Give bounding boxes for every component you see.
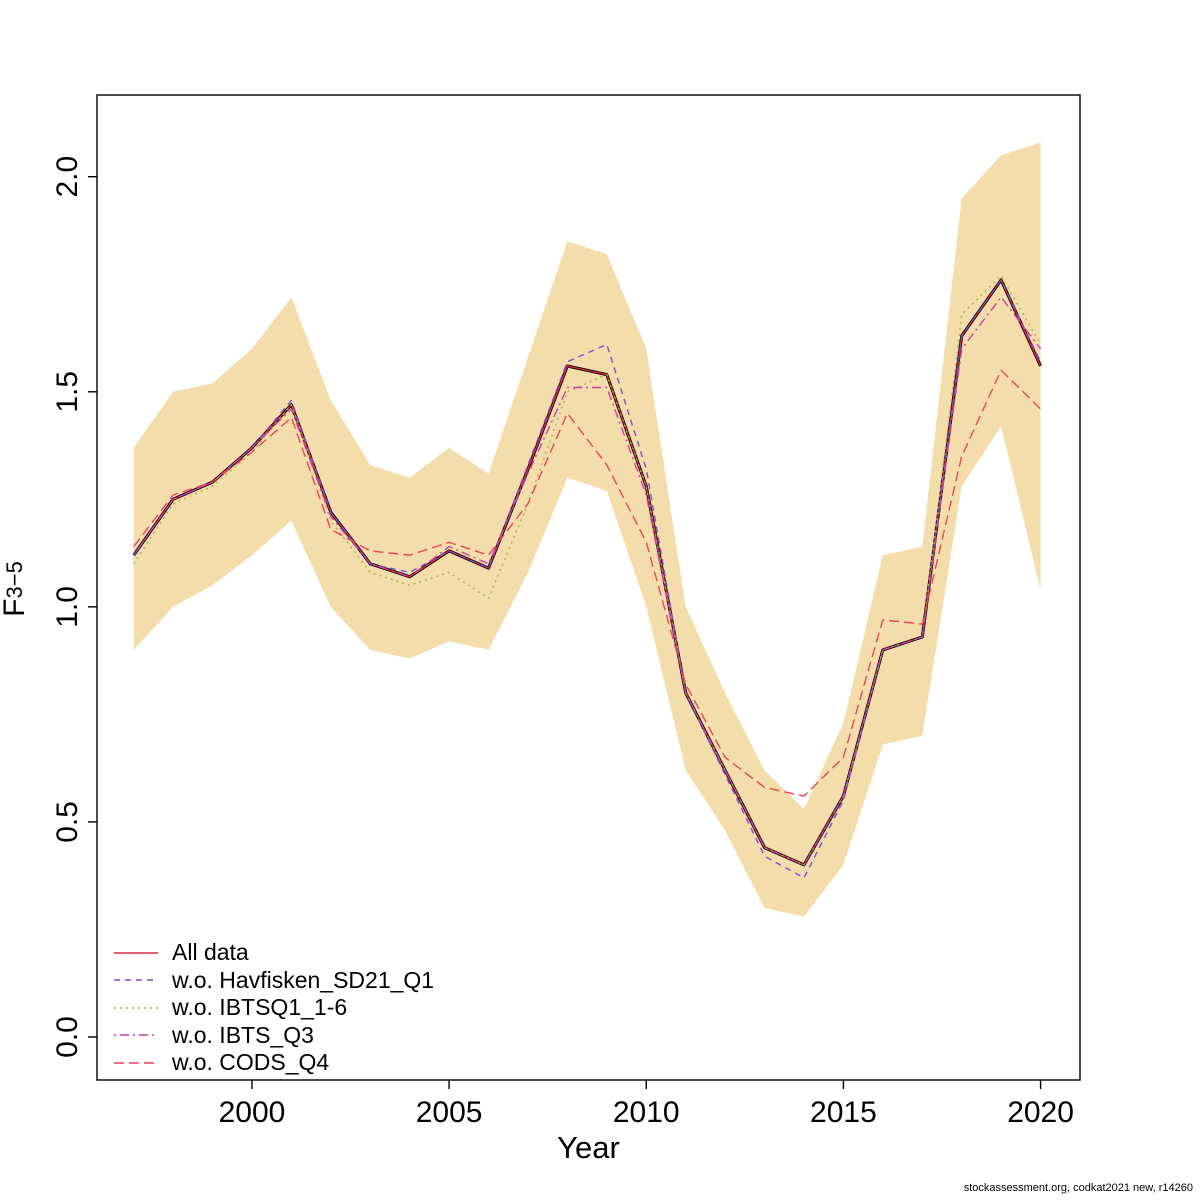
legend-item-wo-havfisken-sd21-q1: w.o. Havfisken_SD21_Q1 [113, 967, 434, 995]
y-axis-title: F 3−5 [0, 561, 31, 617]
legend-label: All data [172, 939, 249, 966]
x-tick-label: 2020 [1007, 1096, 1074, 1129]
legend-label: w.o. CODS_Q4 [172, 1049, 330, 1076]
y-tick-label: 1.0 [51, 586, 84, 628]
series-wo-cods-q4 [133, 369, 1042, 797]
x-tick-label: 2015 [810, 1096, 877, 1129]
legend-line-sample [114, 1006, 158, 1009]
x-tick-label: 2010 [613, 1096, 680, 1129]
confidence-band [133, 142, 1041, 917]
x-tick-label: 2005 [416, 1096, 483, 1129]
y-tick-label: 2.0 [51, 156, 84, 198]
y-axis-title-base: F [0, 598, 31, 617]
legend-label: w.o. IBTSQ1_1-6 [172, 994, 348, 1021]
legend-line-sample [114, 951, 158, 954]
y-tick-label: 1.5 [51, 371, 84, 413]
legend: All data w.o. Havfisken_SD21_Q1 w.o. IBTSQ… [113, 939, 434, 1077]
x-tick-label: 2000 [219, 1096, 286, 1129]
legend-item-all-data: All data [113, 939, 434, 967]
legend-item-wo-cods-q4: w.o. CODS_Q4 [113, 1049, 434, 1077]
legend-line-sample [114, 1034, 158, 1037]
legend-item-wo-ibts-q3: w.o. IBTS_Q3 [113, 1022, 434, 1050]
plot-frame [96, 94, 1081, 1081]
legend-label: w.o. IBTS_Q3 [172, 1021, 314, 1048]
legend-line-sample [114, 979, 158, 982]
footer-credit: stockassessment.org, codkat2021 new, r14… [963, 1182, 1193, 1194]
series-wo-ibts-q3 [133, 296, 1042, 866]
legend-label: w.o. Havfisken_SD21_Q1 [172, 966, 435, 993]
x-axis-title: Year [557, 1130, 620, 1165]
y-tick-label: 0.0 [51, 1016, 84, 1058]
legend-item-wo-ibtsq1-1-6: w.o. IBTSQ1_1-6 [113, 994, 434, 1022]
legend-line-sample [114, 1061, 158, 1064]
y-tick-label: 0.5 [51, 801, 84, 843]
